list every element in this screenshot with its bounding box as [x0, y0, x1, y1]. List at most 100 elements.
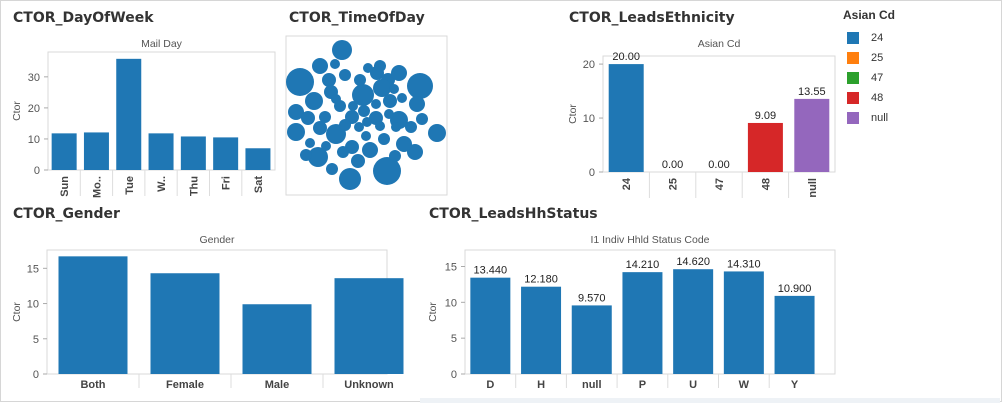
data-label: 0.00 [662, 159, 683, 171]
bar-Female [150, 273, 220, 374]
y-tick-label: 5 [33, 334, 39, 346]
bubble [375, 121, 385, 131]
chart-ethnicity: Asian Cd Ctor 0 10 20 20.00 24 0.00 25 0.00 47 9.09… [567, 38, 836, 198]
bar-Mo.. [83, 132, 109, 170]
title-dayofweek: CTOR_DayOfWeek [13, 10, 154, 26]
bubble [305, 92, 323, 110]
bar-D [470, 277, 511, 374]
legend-item-24[interactable]: 24 [847, 28, 895, 48]
legend-title: Asian Cd [843, 8, 896, 22]
title-hhstatus: CTOR_LeadsHhStatus [429, 206, 598, 222]
x-tick-label: null [582, 379, 602, 391]
legend-label: 24 [871, 32, 884, 44]
y-tick-label: 0 [451, 369, 457, 381]
y-tick-label: 10 [27, 299, 39, 311]
x-tick-label: Male [265, 379, 289, 391]
y-tick-label: 10 [445, 297, 457, 309]
plot-frame [602, 55, 836, 173]
x-tick-label: 24 [621, 177, 633, 190]
legend-label: 48 [871, 92, 884, 104]
title-gender: CTOR_Gender [13, 206, 120, 222]
bar-P [622, 272, 663, 374]
bubble [371, 99, 381, 109]
bar-U [673, 269, 714, 374]
bar-Sun [51, 133, 77, 170]
chart-header: Asian Cd [698, 38, 741, 50]
bar-48 [747, 122, 783, 172]
y-tick-label: 15 [445, 261, 457, 273]
legend-label: null [871, 112, 889, 124]
bar-Thu [180, 136, 206, 170]
legend-label: 47 [871, 72, 884, 84]
x-tick-label: Thu [188, 176, 200, 196]
bubble [305, 138, 315, 148]
x-tick-label: D [486, 379, 494, 391]
bubble [409, 96, 425, 112]
x-tick-label: U [689, 379, 697, 391]
title-timeofday: CTOR_TimeOfDay [289, 10, 425, 26]
bubble [301, 111, 315, 125]
y-tick-label: 20 [583, 59, 595, 71]
data-label: 14.620 [676, 256, 710, 268]
x-tick-label: 48 [760, 178, 772, 190]
legend-item-48[interactable]: 48 [847, 88, 895, 108]
x-tick-label: Sat [253, 176, 265, 193]
bubble [351, 154, 365, 168]
y-tick-label: 0 [589, 167, 595, 179]
data-label: 20.00 [612, 51, 640, 63]
x-tick-label: Tue [124, 176, 136, 195]
bubble [339, 69, 351, 81]
legend-item-25[interactable]: 25 [847, 48, 895, 68]
bubble [348, 101, 358, 111]
x-tick-label: W [739, 379, 750, 391]
x-tick-label: Unknown [344, 379, 394, 391]
bar-Fri [213, 137, 239, 170]
chart-header: I1 Indiv Hhld Status Code [590, 234, 709, 246]
chart-timeofday [285, 35, 448, 196]
bar-Male [242, 304, 312, 374]
bubble [384, 109, 394, 119]
bubble [331, 94, 341, 104]
bubble [286, 68, 314, 96]
bubble [362, 117, 372, 127]
bubble [358, 105, 370, 117]
bubble [287, 123, 305, 141]
y-axis-label: Ctor [567, 104, 579, 124]
bar-Tue [116, 58, 142, 171]
y-tick-label: 20 [28, 103, 40, 115]
bubble [391, 122, 401, 132]
data-label: 14.310 [727, 258, 761, 270]
legend-item-null[interactable]: null [847, 108, 895, 128]
bar-24 [608, 64, 644, 172]
y-tick-label: 0 [34, 165, 40, 177]
data-label: 13.440 [474, 265, 508, 277]
x-tick-label: Sun [59, 176, 71, 197]
legend-item-47[interactable]: 47 [847, 68, 895, 88]
legend-asian-cd: Asian Cd 24 25 47 48 null [843, 8, 895, 128]
bubble [352, 84, 374, 106]
bubble [374, 60, 386, 72]
bubble [361, 131, 371, 141]
bubble [339, 168, 361, 190]
bubble [416, 113, 428, 125]
y-axis-label: Ctor [11, 101, 23, 121]
bubble [428, 124, 446, 142]
bubble [363, 63, 373, 73]
chart-hhstatus: I1 Indiv Hhld Status Code Ctor 0 5 10 15 13.44… [427, 234, 836, 391]
x-tick-label: Fri [221, 176, 233, 190]
data-label: 10.900 [778, 283, 812, 295]
bar-Sat [245, 148, 271, 170]
x-tick-label: H [537, 379, 545, 391]
horizontal-scrollbar[interactable] [420, 398, 1000, 403]
bar-W.. [148, 133, 174, 170]
data-label: 12.180 [524, 274, 558, 286]
bubble [319, 111, 331, 123]
bubble [373, 157, 401, 185]
bar-null [794, 98, 830, 172]
y-tick-label: 10 [28, 134, 40, 146]
chart-gender: Gender Ctor 0 5 10 15 Both Female Male Unknown [11, 234, 404, 391]
bubble [389, 150, 401, 162]
title-ethnicity: CTOR_LeadsEthnicity [569, 10, 735, 26]
legend-swatch [847, 52, 859, 64]
